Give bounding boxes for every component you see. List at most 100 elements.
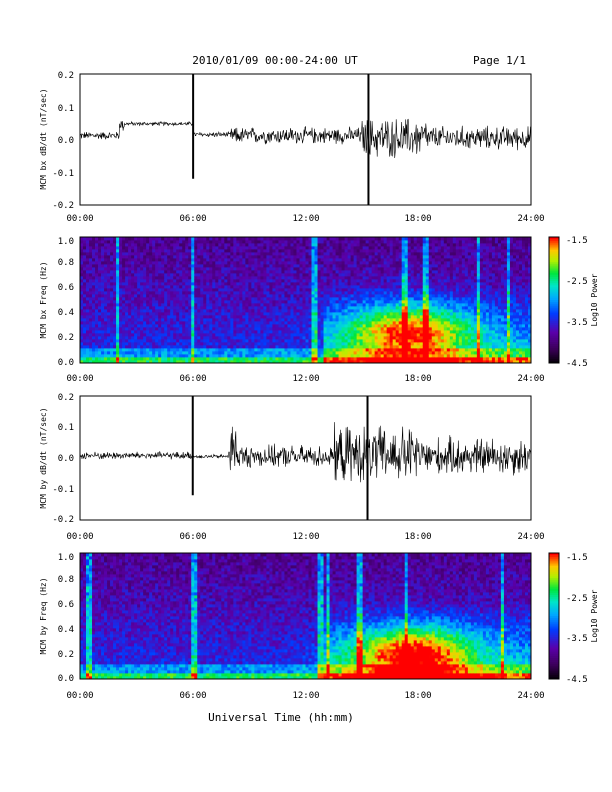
heatmap-cell (131, 327, 135, 331)
heatmap-cell (299, 240, 303, 244)
heatmap-cell (434, 354, 439, 358)
heatmap-cell (263, 240, 267, 244)
heatmap-cell (428, 318, 433, 322)
heatmap-cell (116, 270, 120, 274)
heatmap-cell (350, 258, 355, 262)
heatmap-cell (110, 294, 114, 298)
heatmap-cell (338, 354, 342, 358)
heatmap-cell (230, 297, 234, 301)
heatmap-cell (275, 354, 279, 358)
heatmap-cell (332, 273, 336, 277)
heatmap-cell (308, 252, 312, 256)
heatmap-cell (131, 264, 135, 268)
heatmap-cell (200, 327, 204, 331)
heatmap-cell (293, 327, 297, 331)
heatmap-cell (329, 261, 333, 265)
heatmap-cell (293, 297, 297, 301)
heatmap-cell (137, 237, 141, 241)
heatmap-cell (320, 345, 324, 349)
heatmap-cell (143, 291, 147, 295)
heatmap-cell (272, 342, 276, 346)
heatmap-cell (287, 351, 291, 355)
heatmap-cell (362, 345, 367, 349)
heatmap-cell (353, 312, 358, 316)
heatmap-cell (335, 270, 339, 274)
heatmap-cell (149, 327, 153, 331)
heatmap-cell (377, 360, 382, 364)
heatmap-cell (386, 345, 391, 349)
heatmap-cell (206, 309, 210, 313)
heatmap-cell (227, 339, 231, 343)
heatmap-cell (254, 261, 258, 265)
heatmap-cell (179, 312, 183, 316)
heatmap-cell (161, 276, 165, 280)
heatmap-cell (158, 300, 162, 304)
heatmap-cell (296, 300, 300, 304)
heatmap-cell (383, 300, 388, 304)
heatmap-cell (380, 327, 385, 331)
heatmap-cell (173, 297, 177, 301)
heatmap-cell (173, 273, 177, 277)
heatmap-cell (158, 270, 162, 274)
heatmap-cell (323, 243, 327, 247)
heatmap-cell (314, 249, 318, 253)
heatmap-cell (200, 309, 204, 313)
heatmap-cell (416, 294, 421, 298)
heatmap-cell (314, 273, 318, 277)
heatmap-cell (179, 357, 183, 361)
heatmap-cell (122, 264, 126, 268)
heatmap-cell (263, 276, 267, 280)
heatmap-cell (134, 348, 138, 352)
heatmap-cell (305, 309, 309, 313)
heatmap-cell (383, 258, 388, 262)
heatmap-cell (233, 279, 237, 283)
heatmap-cell (116, 327, 120, 331)
heatmap-cell (248, 342, 252, 346)
heatmap-cell (236, 354, 240, 358)
heatmap-cell (278, 303, 282, 307)
heatmap-cell (233, 285, 237, 289)
heatmap-cell (368, 273, 373, 277)
heatmap-cell (272, 315, 276, 319)
heatmap-cell (182, 321, 186, 325)
heatmap-cell (296, 348, 300, 352)
heatmap-cell (407, 333, 412, 337)
heatmap-cell (125, 342, 129, 346)
heatmap-cell (422, 240, 427, 244)
heatmap-cell (389, 357, 394, 361)
heatmap-cell (305, 342, 309, 346)
heatmap-cell (305, 351, 309, 355)
heatmap-cell (128, 324, 132, 328)
heatmap-cell (167, 264, 171, 268)
heatmap-cell (272, 300, 276, 304)
heatmap-cell (107, 297, 111, 301)
heatmap-cell (299, 273, 303, 277)
heatmap-cell (353, 252, 358, 256)
heatmap-cell (425, 252, 430, 256)
heatmap-cell (86, 330, 90, 334)
heatmap-cell (383, 288, 388, 292)
heatmap-cell (164, 249, 168, 253)
heatmap-cell (362, 279, 367, 283)
heatmap-cell (203, 294, 207, 298)
heatmap-cell (89, 291, 93, 295)
heatmap-cell (179, 270, 183, 274)
heatmap-cell (311, 258, 315, 262)
heatmap-cell (323, 354, 327, 358)
heatmap-cell (308, 306, 312, 310)
heatmap-cell (389, 336, 394, 340)
heatmap-cell (104, 237, 108, 241)
heatmap-cell (254, 342, 258, 346)
heatmap-cell (113, 315, 117, 319)
heatmap-cell (230, 303, 234, 307)
heatmap-cell (311, 351, 315, 355)
heatmap-cell (269, 327, 273, 331)
heatmap-cell (332, 288, 336, 292)
heatmap-cell (374, 240, 379, 244)
heatmap-cell (293, 285, 297, 289)
heatmap-cell (386, 273, 391, 277)
heatmap-cell (146, 282, 150, 286)
heatmap-cell (98, 327, 102, 331)
heatmap-cell (104, 258, 108, 262)
heatmap-cell (353, 237, 358, 241)
